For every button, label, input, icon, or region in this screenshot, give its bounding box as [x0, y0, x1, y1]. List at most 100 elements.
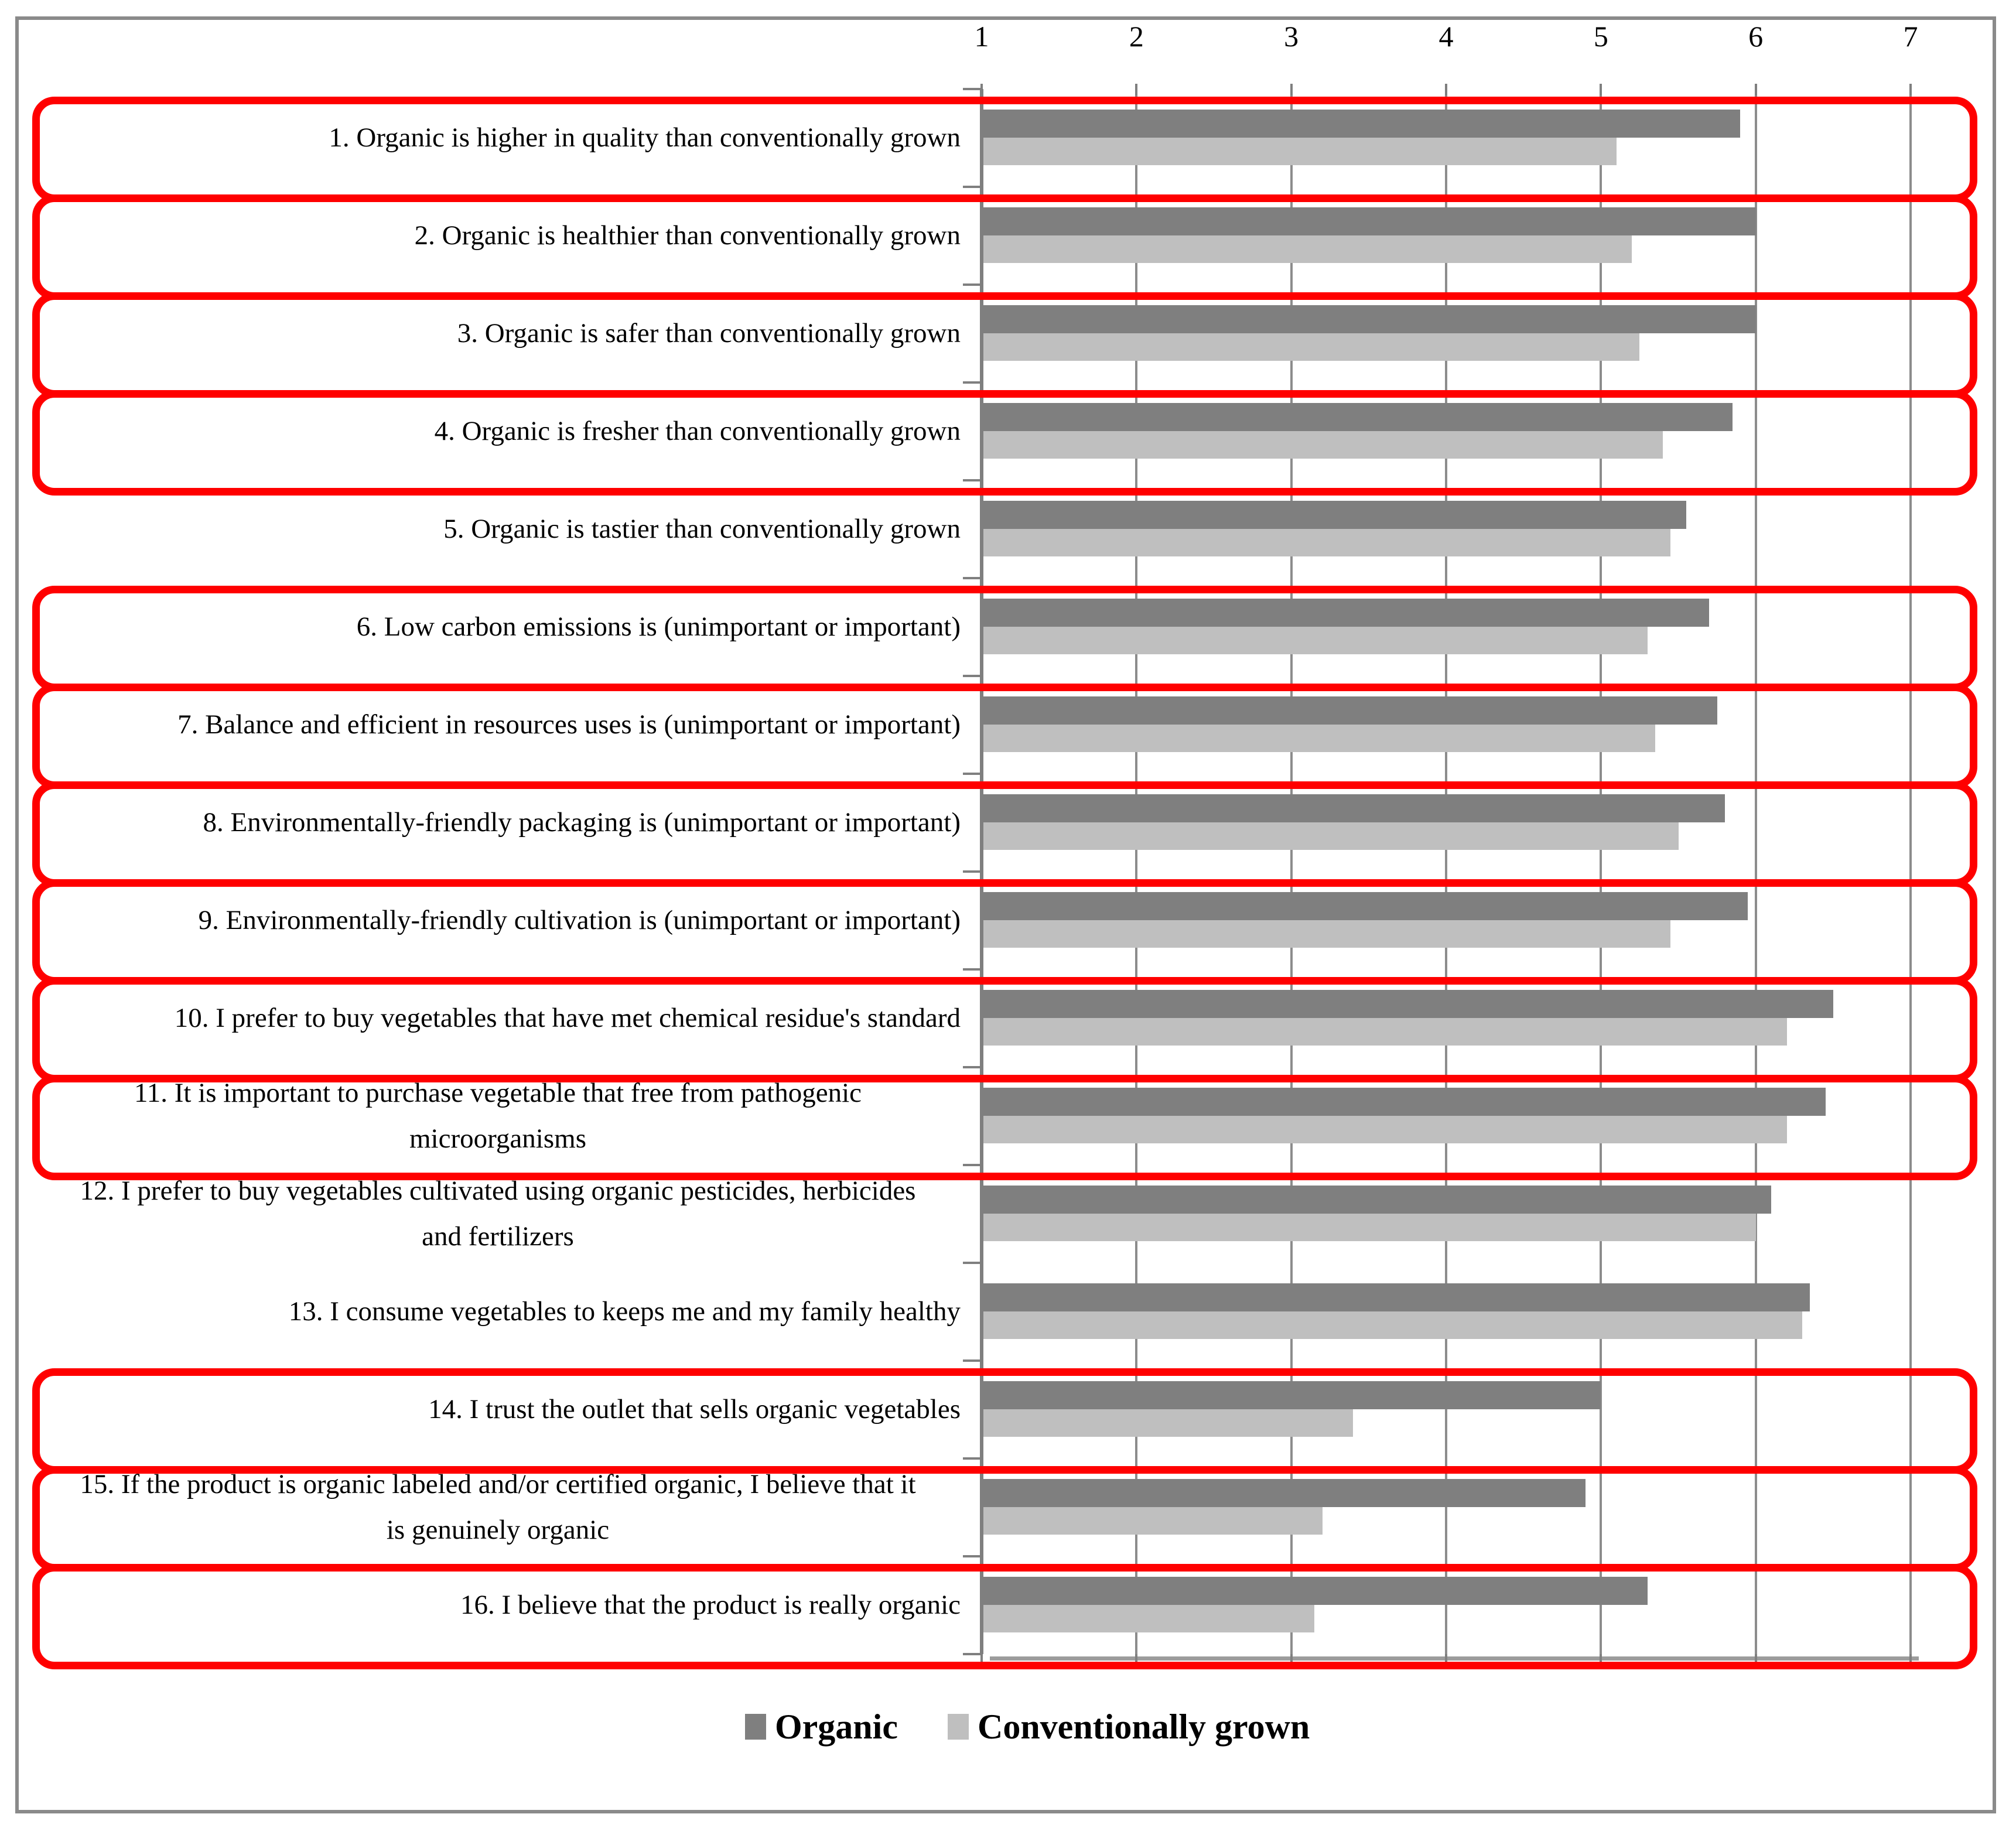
category-label: 6. Low carbon emissions is (unimportant … [356, 611, 961, 642]
bar-conventionally-grown [982, 431, 1663, 459]
bar-organic [982, 1186, 1772, 1214]
gridline [1290, 89, 1293, 1654]
x-axis-tick [1445, 84, 1447, 95]
conventionally-grown-swatch [947, 1714, 969, 1740]
category-axis-tick [963, 1555, 982, 1557]
x-axis-tick [1909, 84, 1912, 95]
highlight-box [32, 684, 1977, 789]
highlight-box [32, 977, 1977, 1082]
category-label: 5. Organic is tastier than conventionall… [443, 513, 961, 544]
category-axis-line [980, 89, 983, 1654]
bar-organic [982, 990, 1833, 1018]
gridline [1135, 89, 1138, 1654]
highlight-box [32, 879, 1977, 985]
bar-conventionally-grown [982, 1018, 1787, 1046]
highlight-box [32, 1368, 1977, 1474]
bar-conventionally-grown [982, 333, 1640, 361]
category-label: 12. I prefer to buy vegetables cultivate… [80, 1175, 916, 1252]
bar-conventionally-grown [982, 725, 1655, 752]
highlight-box [32, 1564, 1977, 1669]
category-label: 2. Organic is healthier than conventiona… [414, 220, 961, 251]
category-axis-tick [963, 1262, 982, 1264]
bar-organic [982, 305, 1756, 333]
x-axis-tick-label: 6 [1748, 20, 1764, 53]
bar-organic [982, 1283, 1810, 1311]
bar-organic [982, 501, 1686, 529]
category-label: 10. I prefer to buy vegetables that have… [174, 1002, 961, 1033]
category-axis-tick [963, 283, 982, 286]
gridline [1909, 89, 1912, 1654]
legend-label-conventional: Conventionally grown [977, 1707, 1310, 1746]
category-axis-tick [963, 968, 982, 971]
category-axis-tick [963, 1359, 982, 1362]
bar-conventionally-grown [982, 235, 1632, 263]
category-axis-tick [963, 88, 982, 90]
category-axis-tick [963, 1457, 982, 1460]
x-axis-tick-label: 7 [1903, 20, 1918, 53]
bar-organic [982, 1577, 1648, 1605]
bar-organic [982, 696, 1717, 725]
category-axis-tick [963, 675, 982, 677]
x-axis-tick [1290, 84, 1293, 95]
bar-conventionally-grown [982, 138, 1617, 165]
gridline [1754, 89, 1757, 1654]
bar-conventionally-grown [982, 1116, 1787, 1143]
organic-swatch [745, 1714, 766, 1740]
bar-conventionally-grown [982, 1605, 1315, 1632]
category-label: 14. I trust the outlet that sells organi… [428, 1393, 961, 1425]
bar-conventionally-grown [982, 1214, 1756, 1241]
plot-shadow [990, 1656, 1919, 1661]
x-axis-tick-label: 4 [1438, 20, 1454, 53]
bar-organic [982, 207, 1756, 235]
bar-conventionally-grown [982, 920, 1671, 948]
category-axis-tick [963, 381, 982, 384]
bar-conventionally-grown [982, 822, 1679, 850]
x-axis-tick [1135, 84, 1138, 95]
x-axis-tick [1600, 84, 1602, 95]
highlight-box [32, 292, 1977, 398]
highlight-box [32, 390, 1977, 496]
bar-conventionally-grown [982, 529, 1671, 556]
bar-conventionally-grown [982, 1311, 1802, 1339]
x-axis-tick-label: 3 [1284, 20, 1299, 53]
highlight-box [32, 97, 1977, 202]
highlight-box [32, 781, 1977, 887]
category-label: 16. I believe that the product is really… [460, 1589, 961, 1620]
highlight-box [32, 1075, 1977, 1180]
category-axis-tick [963, 1164, 982, 1166]
x-axis-tick-label: 2 [1129, 20, 1144, 53]
category-axis-tick [963, 1066, 982, 1068]
bar-organic [982, 110, 1741, 138]
bar-organic [982, 1381, 1601, 1409]
legend-label-organic: Organic [775, 1707, 898, 1746]
category-axis-tick [963, 773, 982, 775]
category-label: 9. Environmentally-friendly cultivation … [198, 904, 961, 935]
category-axis-tick [963, 577, 982, 579]
category-axis-tick [963, 870, 982, 873]
category-label: 1. Organic is higher in quality than con… [329, 122, 961, 153]
category-axis-tick [963, 1653, 982, 1655]
bar-conventionally-grown [982, 627, 1648, 654]
bar-organic [982, 599, 1710, 627]
bar-conventionally-grown [982, 1507, 1323, 1535]
category-label: 11. It is important to purchase vegetabl… [134, 1077, 862, 1154]
highlight-box [32, 1466, 1977, 1572]
bar-conventionally-grown [982, 1409, 1354, 1437]
gridline [1445, 89, 1447, 1654]
gridline [1600, 89, 1602, 1654]
bar-organic [982, 1088, 1826, 1116]
category-label: 4. Organic is fresher than conventionall… [434, 415, 961, 446]
bar-organic [982, 1479, 1586, 1507]
category-label: 7. Balance and efficient in resources us… [177, 709, 961, 740]
category-label: 13. I consume vegetables to keeps me and… [288, 1296, 961, 1327]
category-label: 3. Organic is safer than conventionally … [457, 317, 961, 349]
x-axis-tick-label: 1 [974, 20, 989, 53]
highlight-box [32, 586, 1977, 691]
highlight-box [32, 194, 1977, 300]
bar-organic [982, 403, 1733, 431]
legend-item-conventional: Conventionally grown [947, 1707, 1310, 1747]
x-axis-tick-label: 5 [1593, 20, 1608, 53]
category-label: 8. Environmentally-friendly packaging is… [203, 807, 961, 838]
category-axis-tick [963, 186, 982, 188]
